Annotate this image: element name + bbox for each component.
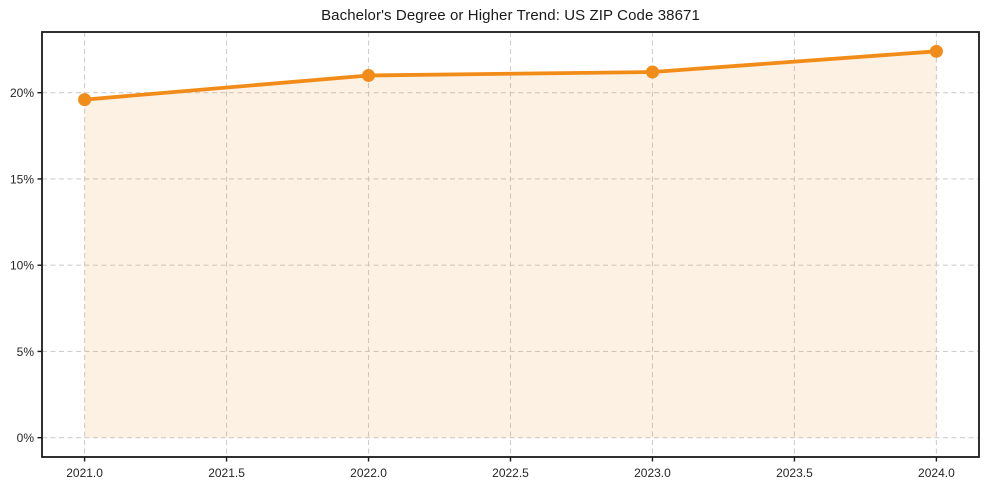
x-tick-label: 2021.0 (66, 466, 103, 480)
x-tick-label: 2023.5 (776, 466, 813, 480)
x-tick-label: 2021.5 (208, 466, 245, 480)
data-point-marker (362, 68, 376, 82)
area-fill (84, 51, 937, 438)
chart-title: Bachelor's Degree or Higher Trend: US ZI… (321, 7, 700, 24)
data-point-marker (78, 93, 92, 107)
x-tick-label: 2022.5 (492, 466, 529, 480)
trend-line (82, 49, 939, 102)
y-tick-label: 5% (17, 345, 35, 359)
data-point-marker (929, 44, 943, 58)
x-tick-label: 2023.0 (634, 466, 671, 480)
y-tick-label: 15% (10, 172, 34, 186)
y-tick-label: 0% (17, 431, 35, 445)
x-tick-label: 2024.0 (918, 466, 955, 480)
data-point-marker (645, 65, 659, 79)
x-tick-label: 2022.0 (350, 466, 387, 480)
y-tick-label: 20% (10, 86, 34, 100)
y-tick-label: 10% (10, 259, 34, 273)
